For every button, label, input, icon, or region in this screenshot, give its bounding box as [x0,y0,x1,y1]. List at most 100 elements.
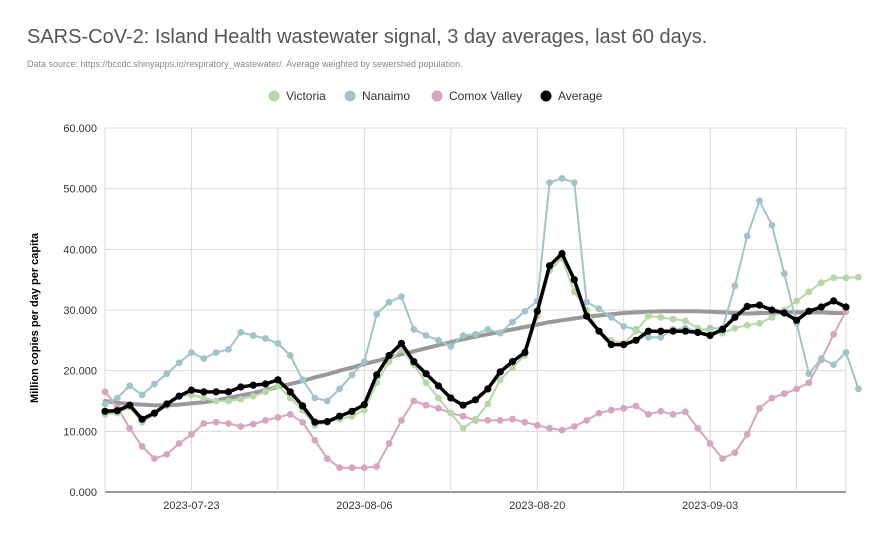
data-point-nanaimo [780,270,788,277]
data-point-nanaimo [138,391,146,399]
legend-marker-comox-valley [431,90,443,102]
data-point-nanaimo [731,282,739,290]
data-point-comox-valley [323,455,331,462]
data-point-nanaimo [472,330,479,338]
data-point-victoria [496,376,504,384]
data-point-nanaimo [595,305,603,313]
data-point-average [385,351,393,360]
data-point-victoria [472,415,479,423]
data-point-average [669,327,677,335]
data-point-average [360,401,368,409]
data-point-comox-valley [237,423,245,430]
data-point-average [496,368,504,376]
y-tick-label: 50.000 [63,184,97,196]
data-point-comox-valley [398,417,405,424]
data-point-average [681,327,690,335]
data-point-nanaimo [509,318,516,326]
data-point-nanaimo [817,355,825,362]
data-point-victoria [682,317,689,325]
data-point-comox-valley [805,379,813,387]
data-point-average [793,316,801,324]
data-point-average [311,418,319,426]
data-point-average [237,383,245,391]
data-point-nanaimo [385,298,393,306]
data-point-average [718,325,727,333]
data-point-nanaimo [570,179,578,187]
data-point-nanaimo [299,376,306,384]
data-point-comox-valley [212,418,220,426]
data-point-nanaimo [558,175,566,182]
data-point-victoria [669,315,677,323]
data-point-comox-valley [249,420,257,428]
data-point-nanaimo [422,332,430,339]
data-point-comox-valley [521,418,529,426]
data-point-nanaimo [373,310,381,318]
data-point-average [397,339,405,347]
legend-label-victoria: Victoria [286,89,326,103]
data-point-nanaimo [274,340,282,347]
legend-marker-average [540,90,552,102]
data-point-average [299,402,307,410]
data-point-nanaimo [805,370,813,378]
data-point-average [694,328,702,336]
data-point-average [546,262,554,270]
data-point-nanaimo [496,329,504,337]
data-point-nanaimo [175,359,183,367]
data-point-comox-valley [151,455,158,462]
data-point-average [595,327,603,335]
data-point-average [780,309,788,317]
data-point-comox-valley [645,410,652,418]
x-tick-label: 2023-08-20 [509,500,565,512]
data-point-average [434,382,442,390]
data-point-victoria [743,321,751,329]
data-point-victoria [360,406,368,414]
data-point-nanaimo [398,293,405,301]
data-point-nanaimo [546,179,553,187]
data-point-victoria [817,279,825,287]
data-point-average [410,358,418,366]
data-point-nanaimo [126,382,134,390]
data-point-comox-valley [373,463,381,470]
data-point-victoria [484,400,492,408]
data-point-average [348,407,356,415]
data-point-comox-valley [620,404,628,412]
data-point-victoria [756,319,763,327]
data-point-nanaimo [237,329,245,336]
data-point-comox-valley [336,464,343,472]
data-point-average [187,386,195,394]
data-point-victoria [768,313,776,321]
data-point-comox-valley [706,440,714,447]
data-point-comox-valley [262,417,269,424]
data-point-average [113,407,121,415]
data-point-average [200,388,208,396]
data-point-nanaimo [163,370,171,378]
data-point-nanaimo [645,333,652,341]
data-point-comox-valley [607,406,615,414]
data-point-average [484,385,492,393]
data-point-average [447,394,455,402]
data-point-comox-valley [657,407,665,415]
data-point-average [163,400,171,408]
x-axis-ticks: 2023-07-23 2023-08-06 2023-08-20 2023-09-03 [163,500,738,512]
chart-title: SARS-CoV-2: Island Health wastewater sig… [27,26,708,48]
series-average [101,250,850,426]
y-axis-label: Million copies per day per capita [29,232,41,403]
legend-label-average: Average [558,89,603,103]
data-point-victoria [212,397,220,405]
series-line-nanaimo [104,177,860,405]
data-point-average [743,302,751,310]
x-tick-label: 2023-07-23 [163,500,219,512]
data-point-comox-valley [780,390,788,398]
data-point-average [607,341,615,349]
data-point-comox-valley [768,394,776,402]
data-point-comox-valley [459,412,467,420]
y-tick-label: 20.000 [63,366,97,378]
legend-item-average: Average [540,89,603,103]
data-point-average [224,388,233,396]
data-point-nanaimo [842,349,850,356]
data-point-victoria [435,394,442,402]
data-point-comox-valley [126,424,134,432]
legend-marker-nanaimo [344,90,356,102]
legend-item-nanaimo: Nanaimo [344,89,410,103]
